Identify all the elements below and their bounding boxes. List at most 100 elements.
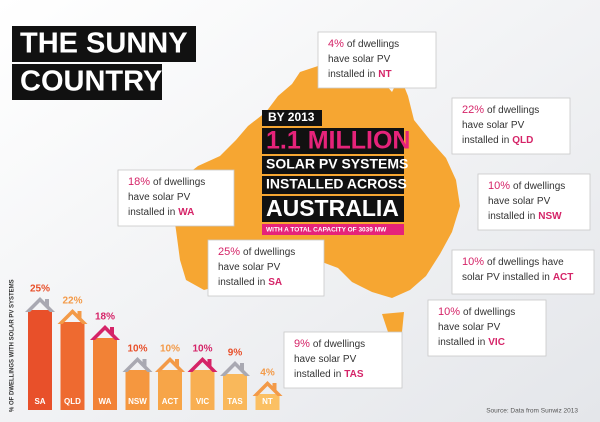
value-label: 4% (260, 368, 275, 379)
callout-text: have solar PV (218, 262, 281, 273)
callout-line: have solar PV (218, 262, 281, 273)
x-tick-label: SA (34, 397, 45, 406)
callout-line: installed in VIC (438, 337, 505, 348)
callout-box (427, 299, 547, 357)
bar (190, 370, 215, 410)
callout-text: of dwellings (243, 247, 295, 258)
value-label: 25% (30, 284, 50, 295)
callout-state: SA (268, 277, 282, 288)
callout-box (477, 173, 591, 231)
headline-big: 1.1 MILLION (266, 127, 410, 155)
callout-state: VIC (488, 337, 505, 348)
x-tick-label: NT (262, 397, 273, 406)
chimney (142, 359, 147, 366)
callout-line: 10% of dwellings (488, 180, 565, 192)
callout-line: have solar PV (488, 196, 551, 207)
callout-box (207, 239, 325, 297)
callout-text: installed in (328, 69, 375, 80)
title-band (12, 26, 196, 62)
chimney (77, 311, 82, 318)
roof (252, 381, 283, 396)
callout-line: 25% of dwellings (218, 246, 295, 258)
value-label: 9% (228, 348, 243, 359)
callout-line: installed in TAS (294, 369, 364, 380)
callout-text: installed in (488, 211, 535, 222)
callout-line: installed in NT (328, 69, 392, 80)
chimney (45, 299, 49, 306)
bar (28, 310, 52, 410)
roof (57, 309, 88, 324)
band (262, 156, 404, 174)
callout-value: 18% (128, 176, 150, 188)
x-tick-label: WA (99, 397, 112, 406)
callout-line: 18% of dwellings (128, 176, 205, 188)
callout-line: installed in WA (128, 207, 194, 218)
band (262, 128, 404, 154)
headline-text: SOLAR PV SYSTEMS (266, 156, 408, 172)
headline-country: AUSTRALIA (266, 195, 399, 221)
roof (25, 297, 55, 312)
callout-text: have solar PV (438, 322, 501, 333)
callout-value: 25% (218, 246, 240, 258)
callout-text: of dwellings have (487, 257, 564, 268)
callout-line: have solar PV (294, 354, 357, 365)
callout-state: NT (378, 69, 391, 80)
chimney (272, 383, 277, 390)
callout-text: have solar PV (294, 354, 357, 365)
bar (223, 374, 247, 410)
roof (220, 361, 250, 376)
x-tick-label: TAS (227, 397, 243, 406)
callout-box (283, 331, 403, 389)
chimney (110, 327, 114, 334)
callout-text: of dwellings (487, 105, 539, 116)
callout-text: have solar PV (328, 54, 391, 65)
callout-line: have solar PV (462, 120, 525, 131)
callout-value: 9% (294, 338, 310, 350)
headline-capacity: WITH A TOTAL CAPACITY OF 3039 MW (266, 227, 387, 234)
chimney (207, 359, 212, 366)
x-tick-label: VIC (196, 397, 210, 406)
headline-year: BY 2013 (268, 110, 315, 124)
x-tick-label: QLD (64, 397, 81, 406)
value-label: 10% (192, 344, 212, 355)
roof (187, 357, 218, 372)
callout-text: installed in (128, 207, 175, 218)
callout-line: 10% of dwellings have (462, 256, 564, 268)
band (262, 196, 404, 222)
x-tick-label: NSW (128, 397, 147, 406)
value-label: 18% (95, 312, 115, 323)
callout-state: TAS (344, 369, 364, 380)
bar (255, 394, 280, 410)
callout-state: QLD (512, 135, 533, 146)
headline: BY 2013 1.1 MILLION SOLAR PV SYSTEMS INS… (262, 110, 410, 235)
callout-line: have solar PV (128, 192, 191, 203)
band (262, 110, 322, 126)
band (262, 176, 404, 194)
callout-line: solar PV installed in ACT (462, 272, 573, 283)
callout-text: of dwellings (347, 39, 399, 50)
bar (93, 338, 117, 410)
roof (155, 357, 185, 372)
chart-title: COUNTRY (20, 66, 162, 98)
callout-text: of dwellings (463, 307, 515, 318)
callout-state: WA (178, 207, 194, 218)
callout-line: 4% of dwellings (328, 38, 399, 50)
callout-text: solar PV installed in (462, 272, 550, 283)
callout-text: of dwellings (513, 181, 565, 192)
callout-line: have solar PV (438, 322, 501, 333)
bar (125, 370, 150, 410)
bar (158, 370, 182, 410)
callout-line: 22% of dwellings (462, 104, 539, 116)
value-label: 22% (62, 296, 82, 307)
callout-value: 10% (438, 306, 460, 318)
title-band (12, 64, 162, 100)
callout-text: installed in (218, 277, 265, 288)
callout-text: of dwellings (153, 177, 205, 188)
tasmania-map (382, 312, 404, 338)
callout-state: ACT (553, 272, 574, 283)
callout-line: installed in NSW (488, 211, 562, 222)
callout-text: have solar PV (488, 196, 551, 207)
callout-text: have solar PV (462, 120, 525, 131)
callout-value: 10% (462, 256, 484, 268)
y-axis-label: % OF DWELLINGS WITH SOLAR PV SYSTEMS (10, 279, 16, 412)
